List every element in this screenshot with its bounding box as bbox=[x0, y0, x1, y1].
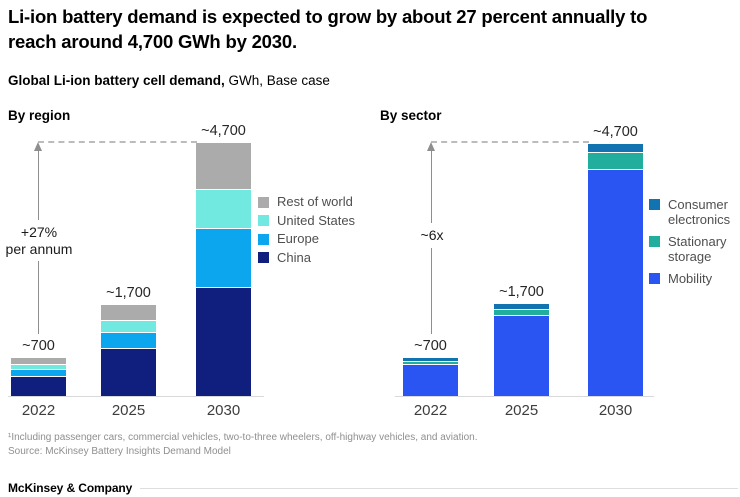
x-tick-label: 2025 bbox=[111, 402, 146, 419]
footnotes: ¹Including passenger cars, commercial ve… bbox=[8, 431, 477, 458]
legend-label: Stationary storage bbox=[668, 234, 727, 264]
bar-segment-stationary-storage bbox=[588, 153, 643, 170]
bar-2030 bbox=[588, 144, 643, 396]
bar-segment-rest-of-world bbox=[196, 143, 251, 190]
exhibit-footer: McKinsey & Company bbox=[8, 481, 738, 495]
bar-segment-mobility bbox=[494, 316, 549, 396]
growth-arrow-up-icon bbox=[33, 142, 42, 151]
bar-segment-consumer-electronics bbox=[588, 144, 643, 153]
legend-item-china: China bbox=[258, 249, 355, 265]
growth-dashed-line bbox=[431, 141, 589, 143]
bar-segment-mobility bbox=[403, 365, 458, 396]
bar-segment-rest-of-world bbox=[101, 305, 156, 321]
x-tick-label: 2022 bbox=[21, 402, 56, 419]
exhibit-title: Li-ion battery demand is expected to gro… bbox=[8, 4, 647, 54]
legend-swatch-icon bbox=[649, 236, 660, 247]
legend-swatch-icon bbox=[258, 215, 269, 226]
bar-2030 bbox=[196, 143, 251, 396]
legend: Rest of world United States Europe China bbox=[258, 194, 356, 270]
legend-label: China bbox=[277, 249, 311, 265]
chart-section-label: By region bbox=[8, 108, 71, 123]
legend-item-rest-of-world: Rest of world bbox=[258, 194, 355, 209]
legend-item-europe: Europe bbox=[258, 231, 355, 246]
bar-segment-europe bbox=[11, 370, 66, 377]
legend-swatch-icon bbox=[258, 233, 269, 245]
legend-item-united-states: United States bbox=[258, 212, 356, 228]
bar-2022 bbox=[11, 358, 66, 396]
exhibit-title-line1: Li-ion battery demand is expected to gro… bbox=[8, 6, 648, 27]
growth-annotation: ~6x bbox=[417, 223, 447, 248]
bar-segment-rest-of-world bbox=[11, 358, 66, 365]
bar-segment-stationary-storage bbox=[494, 310, 549, 316]
bar-segment-china bbox=[101, 349, 156, 396]
legend-label: Consumer electronics bbox=[668, 197, 731, 227]
legend-swatch-icon bbox=[649, 199, 660, 210]
bar-segment-china bbox=[196, 288, 251, 396]
bar-2025 bbox=[494, 304, 549, 396]
legend-label: United States bbox=[277, 212, 356, 228]
bar-segment-consumer-electronics bbox=[494, 304, 549, 310]
chart-panel-by-sector: By sector ~6x ~700 2022 ~1,700 2025 ~4,700 20… bbox=[380, 108, 740, 420]
mckinsey-brand: McKinsey & Company bbox=[8, 481, 133, 495]
bar-total-label: ~1,700 bbox=[499, 284, 544, 300]
bar-segment-china bbox=[11, 377, 66, 396]
footer-divider bbox=[140, 487, 738, 489]
x-tick-label: 2030 bbox=[206, 402, 241, 419]
source-line: Source: McKinsey Battery Insights Demand… bbox=[8, 445, 231, 457]
bar-2025 bbox=[101, 305, 156, 396]
chart-panel-by-region: By region +27% per annum ~700 2022 ~1,700 2… bbox=[2, 108, 370, 420]
bar-segment-mobility bbox=[588, 170, 643, 396]
legend-swatch-icon bbox=[649, 273, 660, 284]
bar-segment-united-states bbox=[11, 365, 66, 370]
bar-total-label: ~4,700 bbox=[593, 124, 638, 140]
bar-segment-united-states bbox=[196, 190, 251, 229]
chart-subtitle-regular: GWh, Base case bbox=[224, 73, 330, 88]
bar-segment-europe bbox=[196, 229, 251, 288]
legend-label: Rest of world bbox=[277, 194, 353, 209]
legend: Consumer electronics Stationary storage Mo… bbox=[649, 197, 740, 293]
legend-item-consumer-electronics: Consumer electronics bbox=[649, 197, 740, 227]
footnote-line: ¹Including passenger cars, commercial ve… bbox=[8, 432, 478, 443]
exhibit-title-line2: reach around 4,700 GWh by 2030. bbox=[8, 31, 297, 52]
bar-segment-consumer-electronics bbox=[403, 358, 458, 362]
growth-dashed-line bbox=[38, 141, 197, 143]
legend-item-stationary-storage: Stationary storage bbox=[649, 234, 740, 264]
bar-total-label: ~700 bbox=[414, 338, 447, 354]
bar-total-label: ~1,700 bbox=[106, 285, 151, 301]
growth-annotation: +27% per annum bbox=[2, 220, 76, 261]
bar-segment-stationary-storage bbox=[403, 362, 458, 365]
bar-total-label: ~4,700 bbox=[201, 123, 246, 139]
legend-swatch-icon bbox=[258, 252, 269, 263]
legend-label: Europe bbox=[277, 231, 319, 246]
x-tick-label: 2030 bbox=[598, 402, 633, 419]
legend-item-mobility: Mobility bbox=[649, 271, 740, 286]
legend-swatch-icon bbox=[258, 196, 269, 208]
x-axis-line bbox=[395, 396, 654, 397]
chart-subtitle: Global Li-ion battery cell demand, GWh, … bbox=[8, 73, 330, 88]
x-tick-label: 2025 bbox=[504, 402, 539, 419]
chart-subtitle-bold: Global Li-ion battery cell demand, bbox=[8, 73, 225, 88]
bar-segment-united-states bbox=[101, 321, 156, 333]
bar-segment-europe bbox=[101, 333, 156, 349]
growth-arrow-up-icon bbox=[426, 142, 435, 151]
bar-2022 bbox=[403, 358, 458, 396]
chart-section-label: By sector bbox=[380, 108, 442, 123]
x-axis-line bbox=[8, 396, 264, 397]
bar-total-label: ~700 bbox=[22, 338, 55, 354]
legend-label: Mobility bbox=[668, 271, 713, 286]
x-tick-label: 2022 bbox=[413, 402, 448, 419]
